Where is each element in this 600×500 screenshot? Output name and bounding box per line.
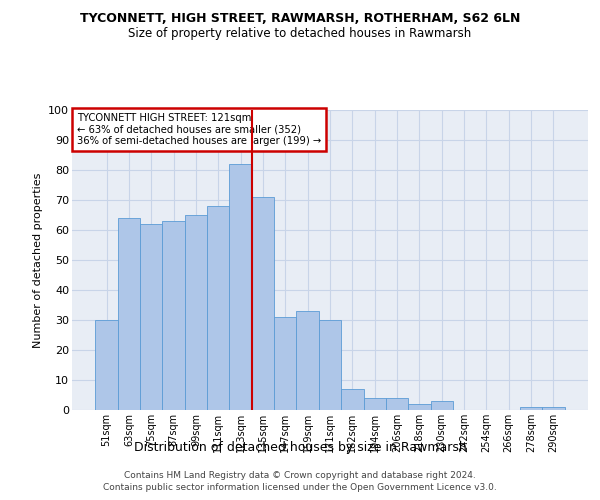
Y-axis label: Number of detached properties: Number of detached properties (32, 172, 43, 348)
Bar (229, 164, 252, 410)
Bar (185, 215, 207, 410)
Text: Contains HM Land Registry data © Crown copyright and database right 2024.: Contains HM Land Registry data © Crown c… (124, 472, 476, 480)
Bar (118, 218, 140, 410)
Bar (163, 221, 185, 410)
Bar (520, 407, 542, 410)
Bar (140, 224, 163, 410)
Bar (207, 206, 229, 410)
Bar (296, 311, 319, 410)
Text: TYCONNETT HIGH STREET: 121sqm
← 63% of detached houses are smaller (352)
36% of : TYCONNETT HIGH STREET: 121sqm ← 63% of d… (77, 113, 322, 146)
Text: Size of property relative to detached houses in Rawmarsh: Size of property relative to detached ho… (128, 28, 472, 40)
Bar (252, 197, 274, 410)
Text: TYCONNETT, HIGH STREET, RAWMARSH, ROTHERHAM, S62 6LN: TYCONNETT, HIGH STREET, RAWMARSH, ROTHER… (80, 12, 520, 26)
Bar (431, 401, 453, 410)
Bar (364, 398, 386, 410)
Text: Contains public sector information licensed under the Open Government Licence v3: Contains public sector information licen… (103, 483, 497, 492)
Bar (95, 320, 118, 410)
Bar (386, 398, 408, 410)
Text: Distribution of detached houses by size in Rawmarsh: Distribution of detached houses by size … (134, 441, 466, 454)
Bar (341, 389, 364, 410)
Bar (408, 404, 431, 410)
Bar (542, 407, 565, 410)
Bar (274, 317, 296, 410)
Bar (319, 320, 341, 410)
